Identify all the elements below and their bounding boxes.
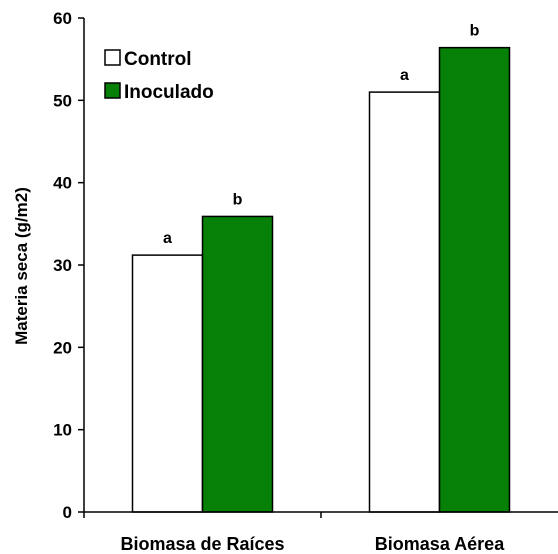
y-tick-label: 10 [53,421,72,440]
y-tick-label: 60 [53,9,72,28]
legend-label-control: Control [124,49,192,70]
significance-label: b [233,191,243,208]
significance-labels: a b a b [163,23,480,247]
significance-label: b [470,23,480,40]
legend-label-inoculado: Inoculado [124,82,214,103]
legend: Control Inoculado [104,49,214,103]
y-tick-label: 50 [53,91,72,110]
legend-swatch-control [104,49,121,66]
bar-control-0 [131,254,204,513]
category-label: Biomasa de Raíces [120,534,284,554]
y-tick-label: 40 [53,174,72,193]
significance-label: a [400,67,409,84]
y-axis-title: Materia seca (g/m2) [12,187,31,345]
bar-inoculado-1 [438,46,511,513]
y-tick-label: 20 [53,338,72,357]
x-axis-ticks [83,512,322,518]
y-axis-ticks: 0 10 20 30 40 50 60 [53,9,84,522]
bar-control-1 [368,91,441,513]
category-labels: Biomasa de Raíces Biomasa Aérea [120,534,505,554]
significance-label: a [163,230,172,247]
y-tick-label: 30 [53,256,72,275]
y-tick-label: 0 [63,503,72,522]
category-label: Biomasa Aérea [375,534,505,554]
legend-swatch-inoculado [104,82,121,99]
bar-inoculado-0 [201,215,274,513]
bars [131,46,511,513]
